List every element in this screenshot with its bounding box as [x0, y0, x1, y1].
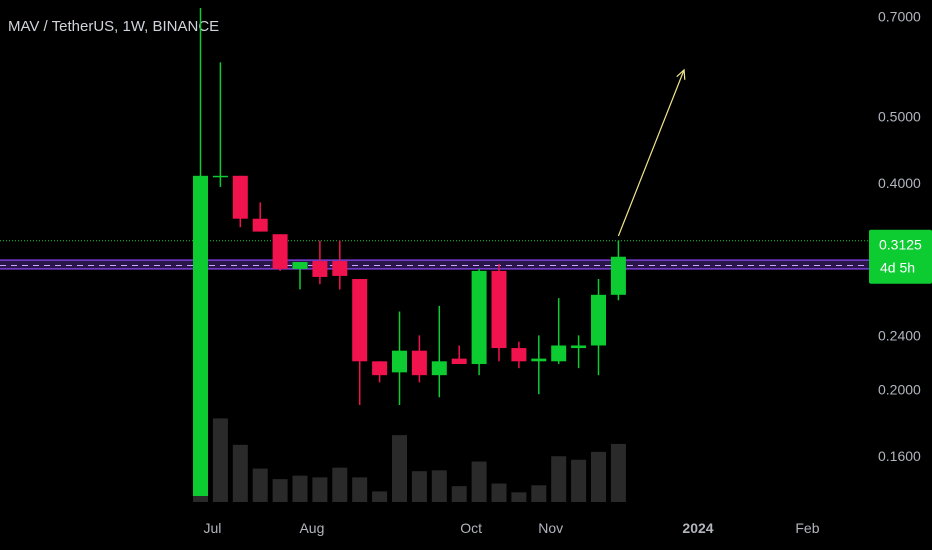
x-tick-label: Nov	[538, 520, 563, 536]
volume-bar	[332, 467, 348, 502]
candle-body	[392, 350, 407, 373]
candle-body	[411, 350, 427, 376]
candle-body	[610, 256, 626, 295]
candle-body	[491, 270, 507, 349]
candle-body	[531, 358, 547, 362]
candle-body	[232, 175, 248, 219]
y-tick-label: 0.2000	[878, 382, 921, 398]
x-tick-label: Aug	[299, 520, 324, 536]
volume-bar	[252, 468, 268, 502]
volume-bar	[292, 475, 308, 502]
candle-body	[252, 218, 268, 232]
y-tick-label: 0.1600	[878, 448, 921, 464]
candle-body	[591, 294, 606, 346]
candle-body	[511, 348, 527, 362]
candle-body	[551, 345, 567, 362]
y-tick-label: 0.5000	[878, 109, 921, 125]
candle-body	[332, 261, 348, 276]
candle-body	[212, 175, 228, 178]
volume-bar	[372, 491, 388, 502]
chart-title: MAV / TetherUS, 1W, BINANCE	[8, 18, 220, 35]
candle-body	[193, 175, 208, 496]
x-tick-label: 2024	[682, 520, 713, 536]
y-tick-label: 0.2400	[878, 327, 921, 343]
candle-body	[372, 361, 388, 376]
candle-body	[312, 261, 328, 277]
volume-bar	[491, 483, 507, 502]
x-tick-label: Oct	[460, 520, 482, 536]
countdown-label: 4d 5h	[880, 260, 915, 276]
candle-body	[272, 234, 288, 269]
trend-arrow	[617, 69, 685, 237]
volume-bar	[451, 486, 467, 502]
x-tick-label: Jul	[203, 520, 221, 536]
current-price-tag	[869, 229, 932, 284]
volume-bar	[551, 456, 567, 502]
x-tick-label: Feb	[795, 520, 819, 536]
volume-bar	[431, 470, 447, 502]
candle-body	[471, 270, 487, 365]
trend-arrow-head	[676, 68, 686, 80]
volume-bar	[212, 418, 228, 502]
volume-bar	[591, 451, 606, 502]
volume-bar	[531, 485, 547, 502]
candle-body	[292, 262, 308, 269]
volume-bar	[511, 492, 527, 502]
y-tick-label: 0.7000	[878, 8, 921, 24]
current-price-value: 0.3125	[879, 237, 922, 253]
volume-bar	[312, 477, 328, 502]
volume-bar	[352, 477, 368, 502]
candle-body	[431, 361, 447, 376]
candle-body	[571, 345, 587, 349]
volume-bar	[272, 479, 288, 502]
y-tick-label: 0.4000	[878, 175, 921, 191]
volume-bar	[392, 435, 407, 502]
purple-zone	[0, 260, 870, 269]
candle-body	[451, 358, 467, 365]
volume-bar	[471, 461, 487, 502]
volume-bar	[411, 471, 427, 502]
volume-bar	[610, 443, 626, 502]
candle-body	[352, 278, 368, 362]
volume-bar	[571, 459, 587, 502]
volume-bar	[232, 444, 248, 502]
